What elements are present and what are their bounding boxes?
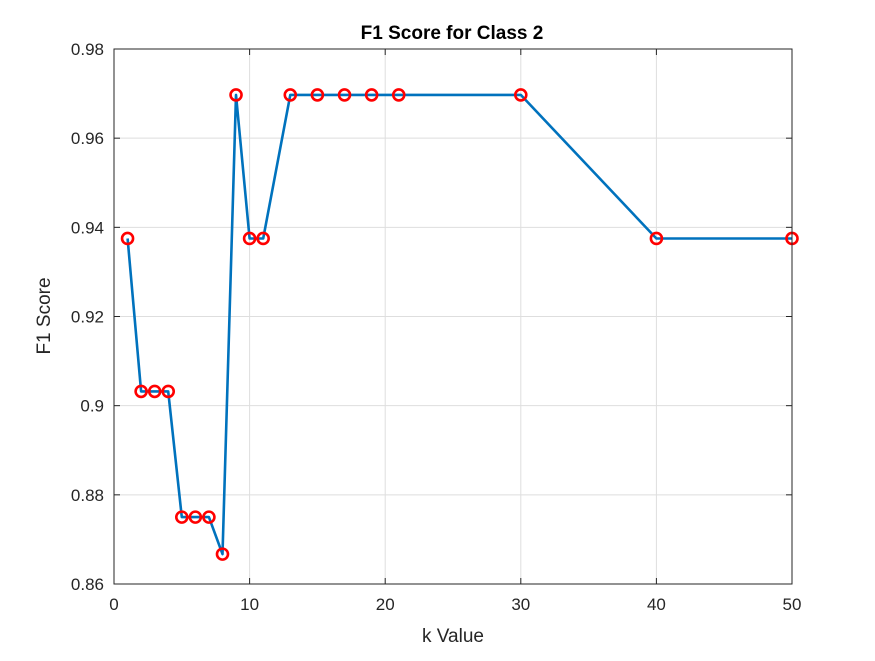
y-tick-label: 0.92: [71, 308, 104, 327]
x-tick-label: 20: [376, 595, 395, 614]
chart-title: F1 Score for Class 2: [361, 23, 544, 44]
x-tick-label: 30: [511, 595, 530, 614]
x-tick-label: 0: [109, 595, 118, 614]
y-axis-label: F1 Score: [34, 277, 55, 354]
y-tick-label: 0.88: [71, 486, 104, 505]
x-tick-label: 10: [240, 595, 259, 614]
x-axis-label: k Value: [422, 626, 484, 647]
y-tick-label: 0.9: [80, 397, 104, 416]
x-tick-label: 50: [783, 595, 802, 614]
y-tick-label: 0.96: [71, 129, 104, 148]
y-tick-label: 0.86: [71, 575, 104, 594]
y-tick-label: 0.98: [71, 40, 104, 59]
x-tick-label: 40: [647, 595, 666, 614]
y-tick-label: 0.94: [71, 218, 104, 237]
